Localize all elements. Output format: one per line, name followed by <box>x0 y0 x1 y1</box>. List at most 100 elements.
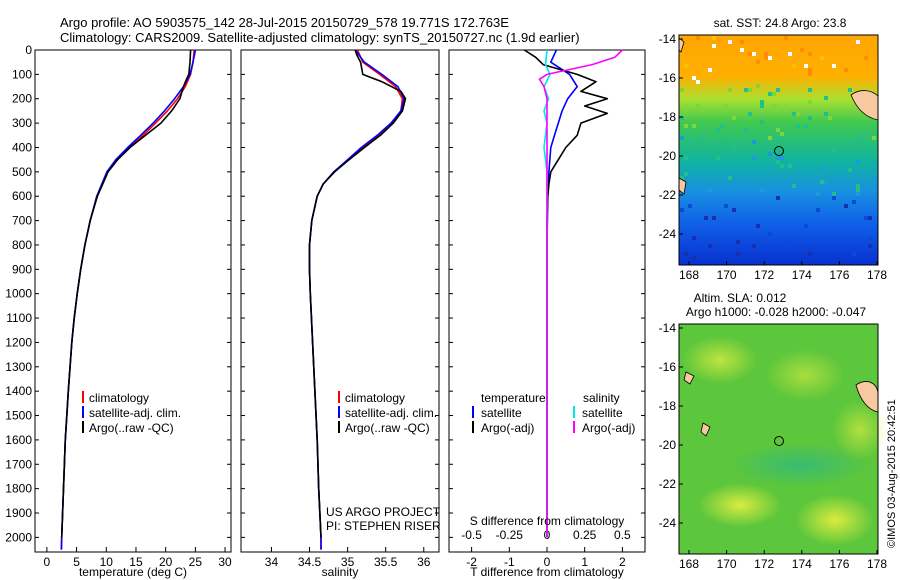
sst-pixel <box>680 116 684 120</box>
sst-pixel <box>724 136 728 140</box>
legend-title-temperature: temperature <box>481 391 546 405</box>
sst-pixel <box>732 208 736 212</box>
header-line1: Argo profile: AO 5903575_142 28-Jul-2015… <box>60 15 509 30</box>
sla-blob <box>698 483 782 527</box>
map-y-tick-label: -20 <box>659 149 677 163</box>
y-tick-label: 1900 <box>5 506 32 520</box>
sst-pixel <box>868 216 872 220</box>
sst-pixel <box>688 140 692 144</box>
legend-label-satellite: satellite-adj. clim. <box>345 406 437 420</box>
sst-pixel <box>752 244 756 248</box>
sst-pixel <box>796 112 800 116</box>
sst-pixel <box>728 88 732 92</box>
salinity-xlabel: salinity <box>322 565 359 579</box>
sst-pixel <box>868 244 872 248</box>
sst-pixel <box>684 108 688 112</box>
header-line2: Climatology: CARS2009. Satellite-adjuste… <box>60 30 580 45</box>
temperature-axes-frame <box>34 49 232 553</box>
map-y-tick-label: -20 <box>659 438 677 452</box>
sst-pixel <box>732 116 736 120</box>
x-top-tick-label: -0.25 <box>496 528 524 542</box>
sst-pixel <box>816 208 820 212</box>
map-x-tick-label: 178 <box>867 557 887 571</box>
sst-pixel <box>752 140 756 144</box>
map-x-tick-label: 170 <box>717 268 737 282</box>
sst-pixel <box>820 56 824 60</box>
sst-pixel <box>872 136 876 140</box>
sst-pixel <box>752 52 756 56</box>
sst-pixel <box>684 156 688 160</box>
sst-pixel <box>684 252 688 256</box>
sst-pixel <box>680 208 684 212</box>
sst-pixel <box>848 168 852 172</box>
map-x-tick-label: 176 <box>829 268 849 282</box>
sst-pixel <box>748 88 752 92</box>
sst-pixel <box>712 36 716 40</box>
y-tick-label: 800 <box>12 238 32 252</box>
sst-pixel <box>820 180 824 184</box>
map-y-tick-label: -18 <box>659 399 677 413</box>
sst-pixel <box>748 112 752 116</box>
sla-land-island <box>683 371 695 385</box>
sst-pixel <box>776 128 780 132</box>
sst-pixel <box>736 252 740 256</box>
sst-pixel <box>804 224 808 228</box>
sst-pixel <box>856 160 860 164</box>
sst-pixel <box>832 196 836 200</box>
y-tick-label: 600 <box>12 189 32 203</box>
sst-pixel <box>808 72 812 76</box>
sst-pixel <box>692 124 696 128</box>
map-x-tick-label: 176 <box>829 557 849 571</box>
sst-pixel <box>768 136 772 140</box>
sst-pixel <box>684 124 688 128</box>
map-y-tick-label: -24 <box>659 227 677 241</box>
y-tick-label: 700 <box>12 214 32 228</box>
sst-pixel <box>820 168 824 172</box>
sst-pixel <box>724 104 728 108</box>
sst-pixel <box>772 104 776 108</box>
y-tick-label: 1400 <box>5 384 32 398</box>
x-tick-label: 25 <box>189 555 203 569</box>
legend-label-argo: Argo(..raw -QC) <box>89 421 174 435</box>
sst-pixel <box>684 64 688 68</box>
sst-pixel <box>856 40 860 44</box>
legend-label-sal-satellite: satellite <box>582 406 623 420</box>
map-x-tick-label: 174 <box>792 557 812 571</box>
sst-pixel <box>700 108 704 112</box>
x-tick-label: 2 <box>619 555 626 569</box>
sst-pixel <box>760 188 764 192</box>
difference-panel: -2 -1 0 1 2-0.5 -0.25 0 0.25 0.5 T difference fr… <box>448 49 646 579</box>
sst-pixel <box>780 164 784 168</box>
map-y-tick-label: -16 <box>659 71 677 85</box>
sst-pixel <box>824 180 828 184</box>
sst-pixel <box>756 224 760 228</box>
sst-pixel <box>808 88 812 92</box>
sst-pixel <box>808 68 812 72</box>
sst-pixel <box>768 92 772 96</box>
difference-xlabel: T difference from climatology <box>470 565 624 579</box>
x-top-tick-label: 0.5 <box>614 528 631 542</box>
sst-pixel <box>748 52 752 56</box>
y-tick-label: 1100 <box>6 311 32 325</box>
x-tick-label: 0 <box>44 555 51 569</box>
sst-pixel <box>728 176 732 180</box>
sla-blob <box>765 349 845 401</box>
salinity-legend: climatology satellite-adj. clim. Argo(..… <box>338 391 437 435</box>
series-line-argo <box>60 49 192 538</box>
salinity-panel: 34 34.5 35 35.5 36 salinity climatology sate… <box>240 49 441 579</box>
sst-pixel <box>680 136 684 140</box>
x-tick-label: 30 <box>218 555 232 569</box>
sst-pixel <box>696 104 700 108</box>
map-y-tick-label: -14 <box>659 321 677 335</box>
x-tick-label: -2 <box>466 555 477 569</box>
sst-pixel <box>768 152 772 156</box>
sst-pixel <box>788 52 792 56</box>
sst-pixel <box>784 108 788 112</box>
y-tick-label: 200 <box>12 92 32 106</box>
y-tick-label: 1800 <box>5 482 32 496</box>
map-x-tick-label: 178 <box>867 268 887 282</box>
sst-field <box>679 35 878 265</box>
sst-pixel <box>716 128 720 132</box>
sst-pixel <box>772 92 776 96</box>
sla-map-frame <box>678 323 879 555</box>
